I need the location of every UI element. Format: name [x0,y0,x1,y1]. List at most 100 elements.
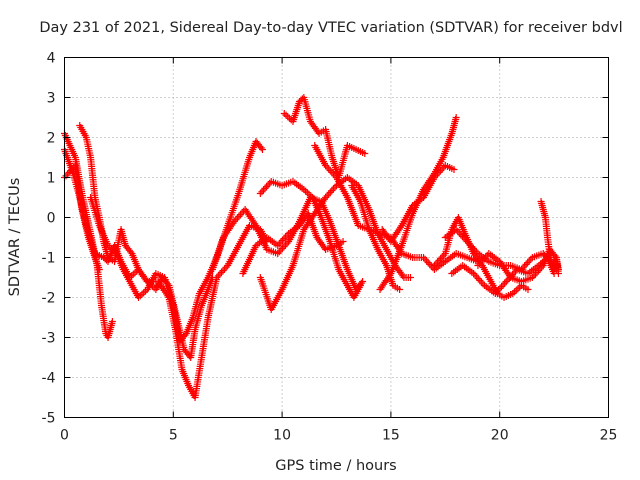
data-point [496,284,504,292]
data-point [280,243,288,251]
y-tick-label: 1 [47,171,56,187]
data-point [275,248,283,256]
data-point [482,253,490,261]
data-point [493,288,501,296]
y-tick-label: 2 [47,131,56,147]
data-point [499,281,507,289]
data-point [325,190,333,198]
data-point [257,144,265,152]
data-point [280,235,288,243]
data-point [214,272,222,280]
data-point [282,233,290,241]
y-tick-label: 4 [47,51,56,67]
series-trace-14 [378,162,458,245]
data-point [323,163,331,171]
axes: 0 5 10 15 20 25 -5 -4 -3 -2 -1 0 1 2 3 4 [42,51,618,444]
data-point [538,263,546,271]
data-point [434,170,442,178]
series-trace-19 [537,198,562,273]
data-point [452,226,460,233]
data-point [475,260,483,268]
data-point [477,278,485,286]
data-point [435,256,443,264]
data-point [471,246,479,254]
data-point [452,114,460,121]
data-point [438,253,446,261]
data-point [502,278,510,285]
data-point [480,255,488,263]
data-point [435,168,443,176]
data-point [359,278,367,285]
y-axis-label: SDTVAR / TECUs [7,178,23,297]
data-point [108,318,116,325]
data-point [277,238,285,246]
y-tick-label: 0 [47,211,56,227]
data-point [278,236,286,244]
data-point [501,279,509,287]
data-point [282,111,290,119]
x-tick-label: 10 [273,428,291,444]
data-point [474,275,482,283]
data-point [181,331,189,339]
data-point [474,262,482,269]
data-point [430,174,438,181]
data-point [259,146,267,153]
data-point [457,231,465,239]
x-tick-label: 15 [382,428,400,444]
data-point [468,243,476,251]
data-point [329,170,337,178]
data-point [322,162,330,169]
y-tick-label: -5 [42,411,56,427]
data-point [524,286,532,293]
data-point [356,282,364,289]
data-point [264,181,272,189]
data-point [328,168,336,176]
data-point [274,242,282,249]
y-tick-label: -2 [42,291,56,307]
data-point [522,260,530,268]
data-point [361,150,369,157]
data-point [463,238,471,245]
data-point [536,265,544,273]
data-point [259,186,267,194]
data-point [432,172,440,180]
chart-title: Day 231 of 2021, Sidereal Day-to-day VTE… [39,20,622,36]
series-trace-6 [208,194,367,293]
x-axis-label: GPS time / hours [275,458,396,474]
data-point [424,259,432,267]
data-point [450,166,458,173]
data-point [440,251,448,259]
series-trace-9 [256,178,364,301]
data-point [432,260,440,268]
plot-frame [64,57,609,418]
data-point [494,286,502,294]
series-trace-8 [256,174,414,313]
data-point [331,183,339,191]
data-point [256,190,264,197]
data-point [322,194,330,201]
y-tick-label: -4 [42,371,56,387]
data-point [466,241,474,249]
data-point [430,262,438,269]
series-trace-15 [430,214,532,301]
data-point [62,172,70,180]
data-point [423,257,431,265]
data-point [278,244,286,252]
y-tick-label: 3 [47,91,56,107]
data-point [531,270,539,278]
data-point [533,268,541,276]
data-point [258,188,266,196]
data-point [221,265,229,273]
data-point [438,165,446,173]
data-point [277,246,285,254]
series-trace-4 [76,122,216,361]
data-point [328,187,336,195]
data-point [472,248,480,256]
data-point [140,289,148,297]
data-point [455,229,463,237]
data-point [530,272,538,280]
data-point [399,272,407,280]
data-point [519,264,527,272]
x-tick-label: 25 [600,428,618,444]
